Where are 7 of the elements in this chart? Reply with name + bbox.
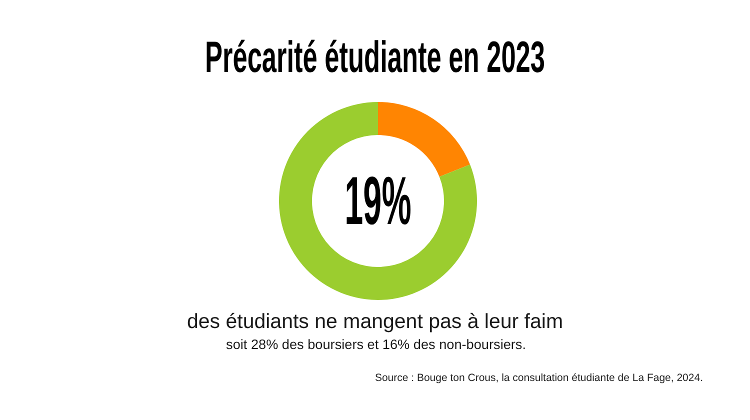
text: 19% [344, 164, 412, 240]
chart-title: Précarité étudiante en 2023 [204, 32, 546, 82]
text: soit 28% des boursiers et 16% des non-boursiers. [226, 337, 526, 352]
source-note: Source : Bouge ton Crous, la consultation étudiante de La Fage, 2024. [374, 372, 703, 384]
donut-slice [279, 102, 477, 300]
text: des étudiants ne mangent pas à leur faim [186, 310, 564, 333]
donut-slice [378, 102, 470, 177]
